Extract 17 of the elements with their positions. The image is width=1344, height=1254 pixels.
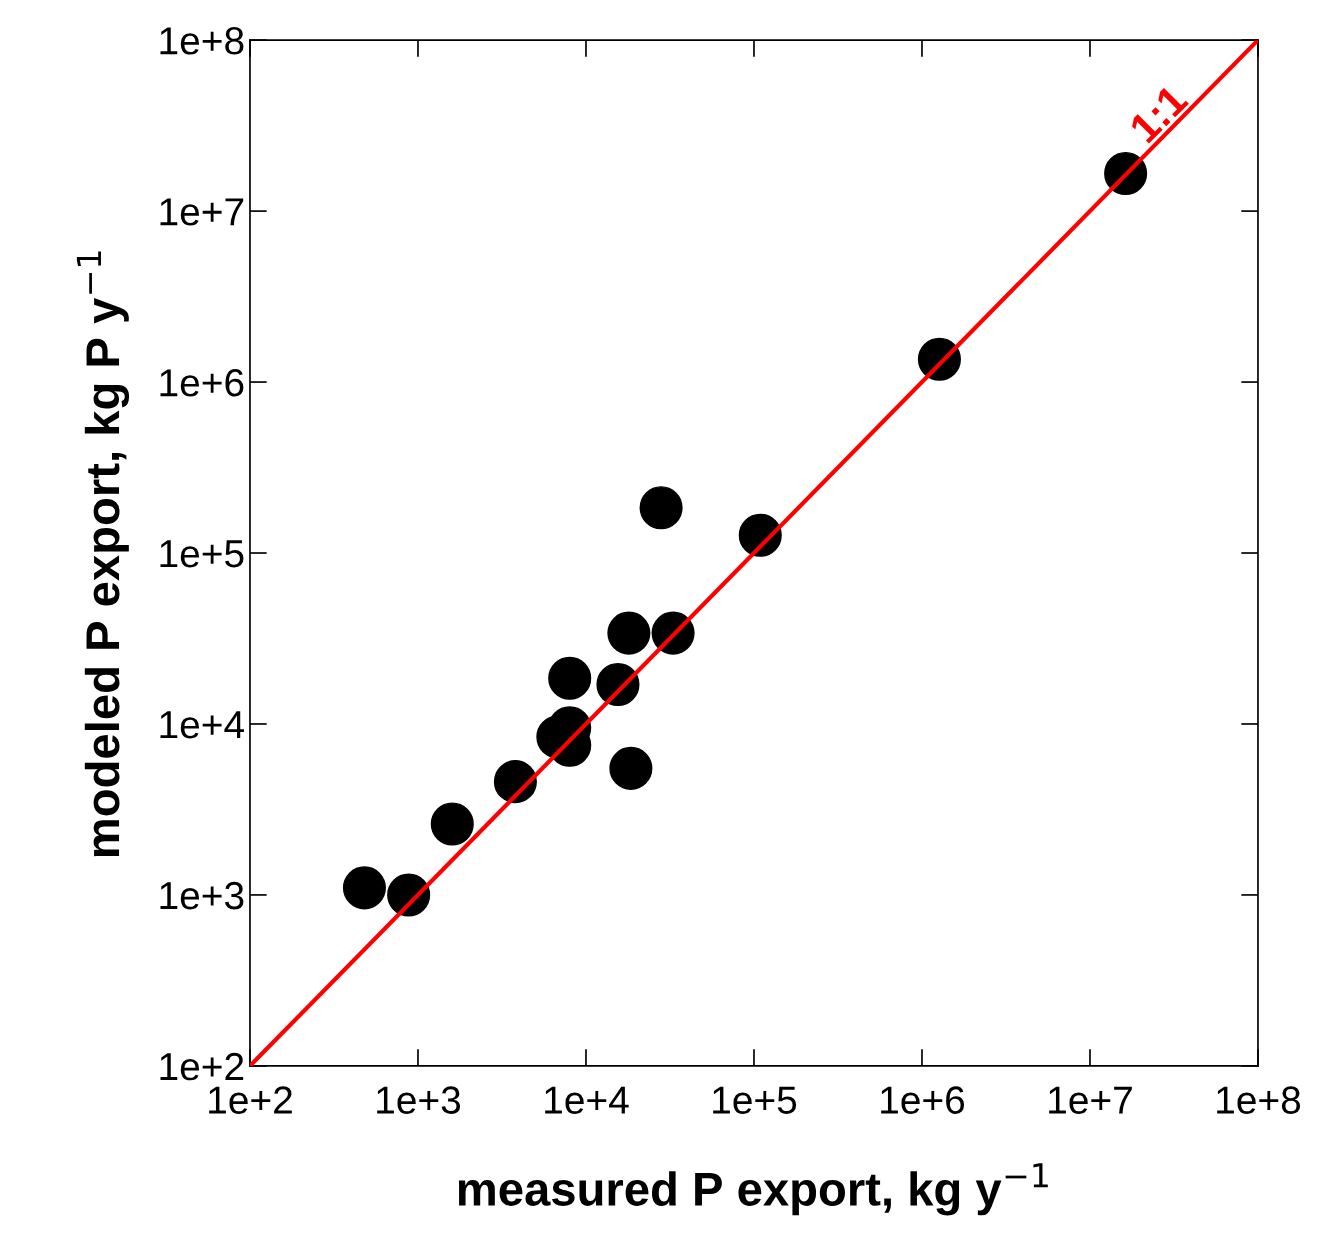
x-axis-title: measured P export, kg y$^{−1}$ — [458, 1163, 1048, 1216]
x-tick-label: 1e+2 — [209, 1086, 292, 1114]
y-tick-label: 1e+6 — [160, 368, 244, 397]
y-tick-label: 1e+8 — [160, 27, 244, 55]
x-tick-label: 1e+3 — [377, 1086, 461, 1114]
y-tick-label: 1e+3 — [160, 881, 244, 910]
y-tick-label: 1e+5 — [160, 540, 244, 568]
x-tick-label: 1e+4 — [545, 1086, 629, 1114]
x-tick-label: 1e+8 — [1217, 1086, 1301, 1114]
x-tick-label: 1e+7 — [1049, 1086, 1132, 1114]
y-axis-title: modeled P export, kg P y$^{−1}$ — [76, 251, 130, 857]
x-tick-label: 1e+5 — [713, 1086, 797, 1114]
y-tick-label: 1e+4 — [160, 711, 244, 739]
text: 1:1 — [1128, 83, 1189, 144]
x-tick-label: 1e+6 — [881, 1086, 965, 1114]
y-tick-label: 1e+7 — [160, 198, 244, 226]
y-tick-label: 1e+2 — [160, 1052, 244, 1081]
